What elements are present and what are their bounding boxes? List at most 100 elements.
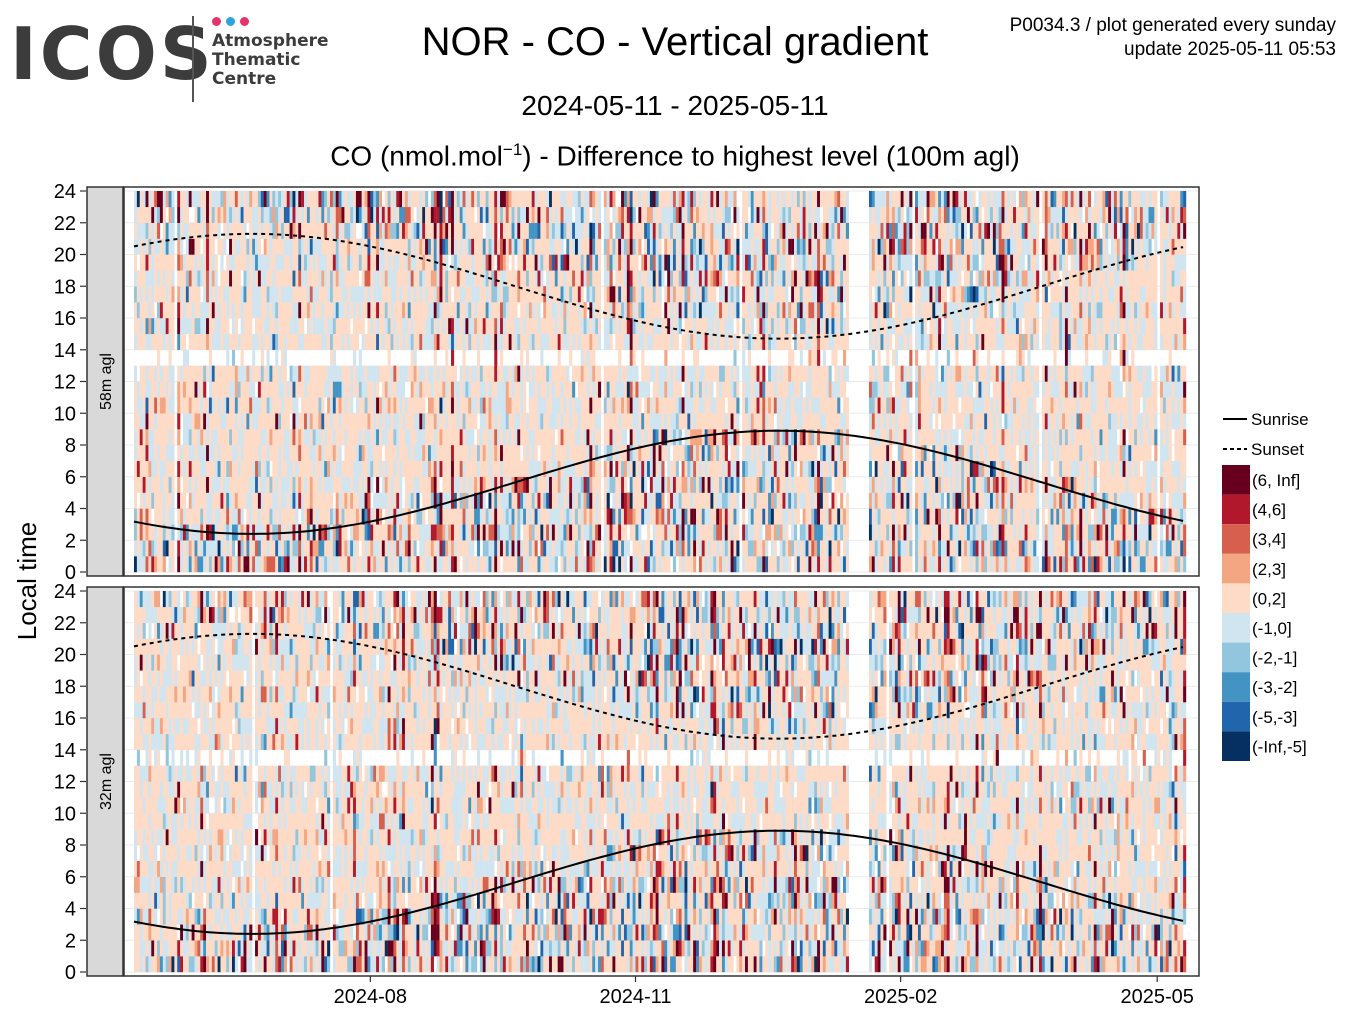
heat-cell xyxy=(615,365,619,382)
heat-cell xyxy=(344,413,348,430)
heat-cell xyxy=(439,524,443,541)
heat-cell xyxy=(485,365,489,382)
heat-cell xyxy=(324,508,328,525)
heat-cell xyxy=(177,365,181,382)
heat-cell xyxy=(563,365,567,382)
heat-cell xyxy=(442,413,446,430)
heat-cell xyxy=(696,492,700,509)
heat-cell xyxy=(742,286,746,303)
heat-cell xyxy=(773,333,777,350)
heat-cell xyxy=(658,238,662,255)
heat-cell xyxy=(655,397,659,414)
heat-cell xyxy=(664,508,668,525)
heat-cell xyxy=(675,365,679,382)
heat-cell xyxy=(425,302,429,319)
heat-cell xyxy=(393,254,397,271)
heat-cell xyxy=(206,365,210,382)
heat-cell xyxy=(661,270,665,287)
heat-cell xyxy=(768,318,772,335)
heat-cell xyxy=(269,191,273,208)
heat-cell xyxy=(649,206,653,223)
heat-cell xyxy=(376,286,380,303)
heat-cell xyxy=(462,476,466,493)
heat-cell xyxy=(272,476,276,493)
heat-cell xyxy=(272,381,276,398)
heat-cell xyxy=(577,365,581,382)
heat-cell xyxy=(162,540,166,557)
heat-cell xyxy=(136,318,140,335)
heat-cell xyxy=(390,445,394,462)
heat-cell xyxy=(482,381,486,398)
heat-cell xyxy=(145,476,149,493)
heat-cell xyxy=(664,238,668,255)
heat-cell xyxy=(517,397,521,414)
heat-cell xyxy=(543,508,547,525)
heat-cell xyxy=(678,238,682,255)
heat-cell xyxy=(266,270,270,287)
heat-cell xyxy=(511,333,515,350)
heat-cell xyxy=(586,206,590,223)
heat-cell xyxy=(577,429,581,446)
heat-cell xyxy=(171,540,175,557)
heat-cell xyxy=(621,445,625,462)
heat-cell xyxy=(442,508,446,525)
heat-cell xyxy=(410,476,414,493)
heat-cell xyxy=(266,445,270,462)
heat-cell xyxy=(681,333,685,350)
heat-cell xyxy=(523,540,527,557)
heat-cell xyxy=(652,270,656,287)
heat-cell xyxy=(577,270,581,287)
heat-cell xyxy=(373,508,377,525)
heat-cell xyxy=(721,397,726,414)
heat-cell xyxy=(445,206,449,223)
heat-cell xyxy=(523,460,527,477)
heat-cell xyxy=(318,397,322,414)
heat-cell xyxy=(350,429,354,446)
heat-cell xyxy=(583,222,587,239)
heat-cell xyxy=(321,333,325,350)
heat-cell xyxy=(652,365,656,382)
heat-cell xyxy=(598,238,602,255)
heat-cell xyxy=(693,508,697,525)
heat-cell xyxy=(523,397,527,414)
heat-cell xyxy=(742,429,746,446)
heat-cell xyxy=(488,460,492,477)
heat-cell xyxy=(243,270,247,287)
heat-cell xyxy=(298,302,302,319)
heat-cell xyxy=(566,270,570,287)
heat-cell xyxy=(638,270,642,287)
heat-cell xyxy=(324,556,328,573)
heat-cell xyxy=(520,476,524,493)
heat-cell xyxy=(315,556,319,573)
heat-cell xyxy=(745,302,749,319)
heat-cell xyxy=(243,540,247,557)
heat-cell xyxy=(373,445,377,462)
heat-cell xyxy=(667,191,671,208)
heat-cell xyxy=(770,508,775,525)
heat-cell xyxy=(511,524,515,541)
heat-cell xyxy=(704,381,708,398)
heat-cell xyxy=(756,254,760,271)
heat-cell xyxy=(560,238,564,255)
heat-cell xyxy=(615,397,619,414)
heat-cell xyxy=(180,460,184,477)
heat-cell xyxy=(773,270,777,287)
heat-cell xyxy=(364,333,368,350)
heat-cell xyxy=(698,333,702,350)
heat-cell xyxy=(283,492,287,509)
heat-cell xyxy=(286,445,290,462)
heat-cell xyxy=(517,476,521,493)
heat-cell xyxy=(223,270,227,287)
heat-cell xyxy=(197,318,201,335)
heat-cell xyxy=(500,270,504,287)
heat-cell xyxy=(698,222,702,239)
heat-cell xyxy=(436,413,440,430)
heat-cell xyxy=(649,508,653,525)
heat-cell xyxy=(361,206,365,223)
heat-cell xyxy=(459,476,463,493)
heat-cell xyxy=(684,445,688,462)
heat-cell xyxy=(214,397,218,414)
heat-cell xyxy=(652,556,656,573)
heat-cell xyxy=(142,429,146,446)
heat-cell xyxy=(263,254,267,271)
